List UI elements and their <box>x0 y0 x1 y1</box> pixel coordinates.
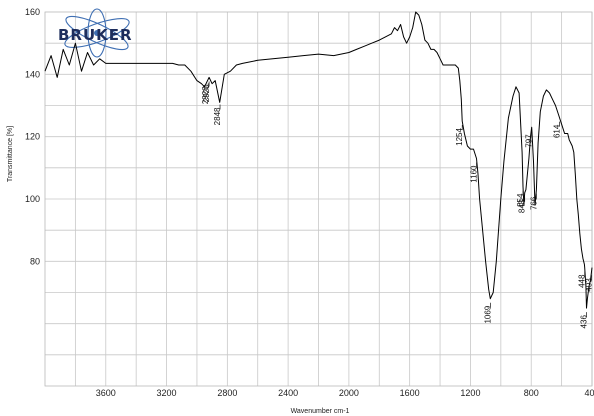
x-tick-label: 2000 <box>339 388 359 398</box>
y-tick-label: 120 <box>25 132 40 142</box>
peak-label: 614 <box>552 124 561 138</box>
plot-frame <box>44 11 593 387</box>
peak-label: 843 <box>518 199 527 213</box>
x-tick-labels: 3600 3200 2800 2400 2000 1600 1200 800 400 <box>96 388 594 398</box>
logo-orbit-2 <box>65 15 129 51</box>
y-tick-label: 100 <box>25 194 40 204</box>
y-tick-label: 80 <box>30 256 40 266</box>
x-tick-label: 1200 <box>460 388 480 398</box>
y-tick-label: 160 <box>25 7 40 17</box>
peak-label: 1160 <box>470 165 479 183</box>
peak-label: 797 <box>525 134 534 148</box>
logo-orbit-1 <box>64 18 130 48</box>
y-tick-labels: 80 100 120 140 160 <box>25 7 40 266</box>
peak-label: 448 <box>578 274 587 288</box>
x-tick-label: 400 <box>584 388 594 398</box>
peak-label: 2848 <box>213 107 222 125</box>
x-tick-label: 3600 <box>96 388 116 398</box>
peak-label: 2920 <box>202 84 211 102</box>
series-line-transmittance <box>44 11 593 309</box>
x-tick-label: 3200 <box>157 388 177 398</box>
peak-label: 436 <box>580 315 589 329</box>
logo-text: BRUKER <box>58 26 133 44</box>
logo-nucleus <box>94 30 100 36</box>
peak-label: 1254 <box>455 128 464 146</box>
x-tick-label: 800 <box>524 388 539 398</box>
logo-orbit-3 <box>87 8 107 58</box>
grid-lines <box>45 12 593 386</box>
x-tick-label: 2800 <box>217 388 237 398</box>
y-axis-title: Transmittance [%] <box>7 126 14 182</box>
x-axis-title: Wavenumber cm-1 <box>291 408 350 415</box>
peak-label: 854 <box>516 193 525 207</box>
peak-label: 2926 <box>201 86 210 104</box>
bruker-logo: BRUKER <box>58 8 133 58</box>
peak-label: 766 <box>529 196 538 210</box>
y-tick-label: 140 <box>25 69 40 79</box>
peak-label: 1069 <box>483 305 492 323</box>
x-tick-label: 1600 <box>400 388 420 398</box>
peak-label: 403 <box>585 278 594 292</box>
x-tick-label: 2400 <box>278 388 298 398</box>
